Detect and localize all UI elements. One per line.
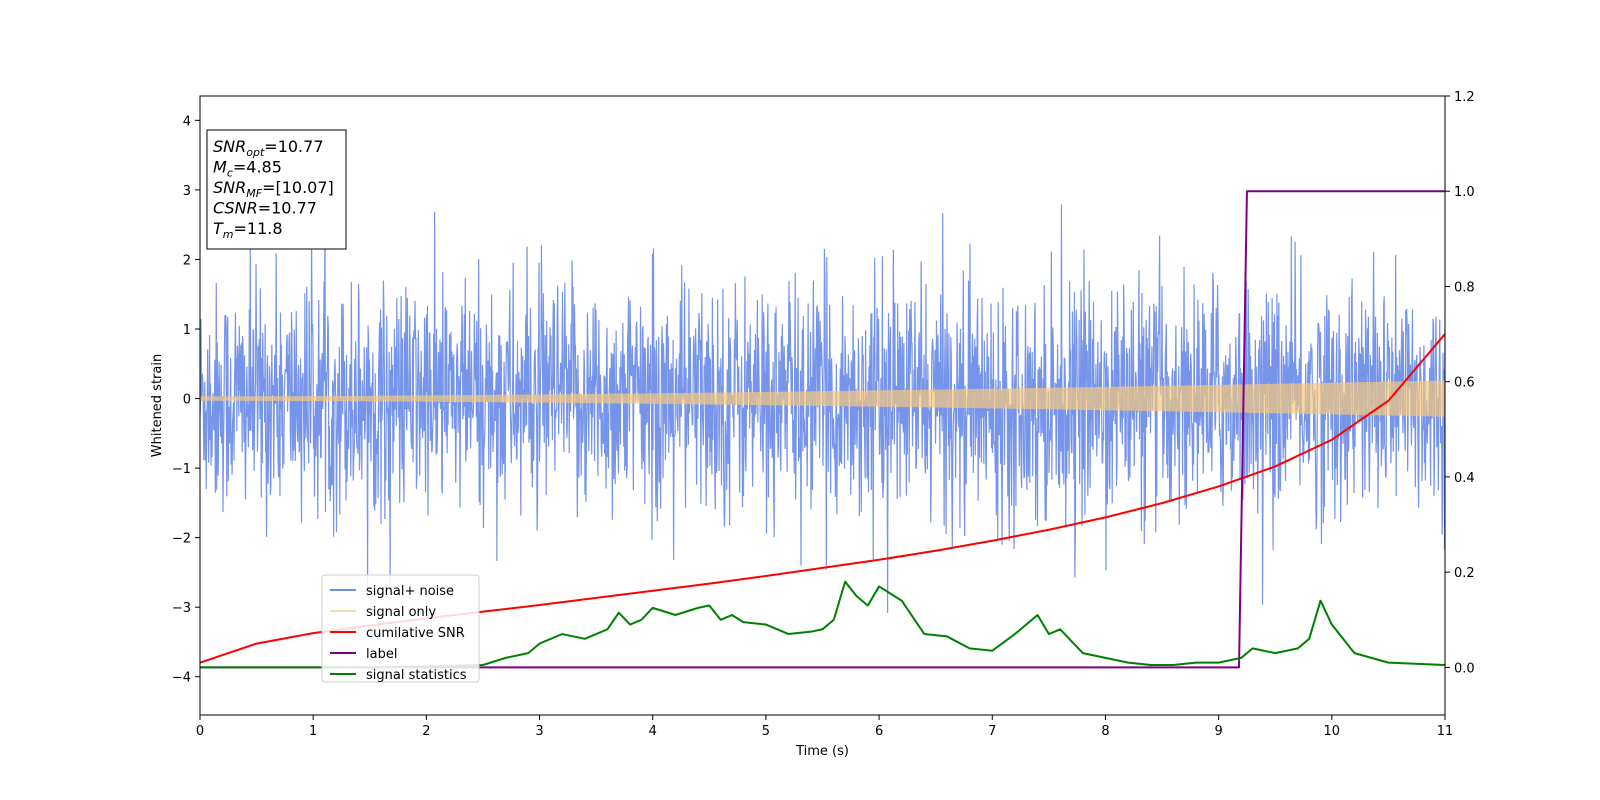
- legend-label: label: [366, 647, 397, 662]
- x-axis: 0 1 2 3 4 5 6 7 8 9 10 11: [196, 715, 1453, 739]
- y-axis-label: Whitened strain: [150, 354, 165, 457]
- series-label-line: [200, 190, 1445, 669]
- info-line: SNRMF=[10.07]: [213, 178, 334, 200]
- left-y-tick-label: 4: [183, 114, 191, 129]
- x-tick-label: 6: [875, 724, 883, 739]
- left-y-tick-label: 0: [183, 393, 191, 408]
- info-line: Mc=4.85: [213, 158, 282, 180]
- info-box-frame: [206, 129, 347, 250]
- right-y-tick-label: 1.0: [1454, 185, 1475, 200]
- x-tick-label: 8: [1101, 724, 1109, 739]
- right-y-tick-label: 0.0: [1454, 661, 1475, 676]
- left-y-axis: −4 −3 −2 −1 0 1 2 3 4: [172, 114, 200, 686]
- x-tick-label: 2: [422, 724, 430, 739]
- series-signal-statistics-line: [200, 580, 1445, 669]
- x-tick-label: 0: [196, 724, 204, 739]
- x-tick-label: 4: [649, 724, 657, 739]
- info-box: SNRopt=10.77Mc=4.85SNRMF=[10.07]CSNR=10.…: [206, 129, 347, 250]
- x-tick-label: 3: [535, 724, 543, 739]
- plot-frame: [199, 95, 1446, 716]
- right-y-axis: 0.0 0.2 0.4 0.6 0.8 1.0 1.2: [1445, 90, 1475, 676]
- x-tick-label: 9: [1214, 724, 1222, 739]
- x-tick-label: 10: [1324, 724, 1341, 739]
- info-line: CSNR=10.77: [213, 199, 317, 218]
- x-tick-label: 1: [309, 724, 317, 739]
- left-y-tick-label: −2: [172, 532, 191, 547]
- legend-label: signal statistics: [366, 668, 467, 683]
- left-y-tick-label: 2: [183, 253, 191, 268]
- right-y-tick-label: 0.4: [1454, 471, 1475, 486]
- x-axis-label: Time (s): [795, 744, 849, 759]
- legend-label: cumilative SNR: [366, 626, 465, 641]
- left-y-tick-label: −3: [172, 601, 191, 616]
- left-y-tick-label: −1: [172, 462, 191, 477]
- legend-label: signal only: [366, 605, 436, 620]
- left-y-tick-label: 1: [183, 323, 191, 338]
- left-y-tick-label: 3: [183, 184, 191, 199]
- right-y-tick-label: 1.2: [1454, 90, 1475, 105]
- right-y-tick-label: 0.8: [1454, 280, 1475, 295]
- series-signal-only-line: [200, 380, 1445, 417]
- x-tick-label: 5: [762, 724, 770, 739]
- legend: signal+ noise signal only cumilative SNR la…: [321, 574, 480, 683]
- left-y-tick-label: −4: [172, 671, 191, 686]
- x-tick-label: 7: [988, 724, 996, 739]
- info-line: SNRopt=10.77: [213, 137, 324, 159]
- legend-frame: [321, 574, 480, 683]
- legend-label: signal+ noise: [366, 584, 454, 599]
- right-y-tick-label: 0.6: [1454, 376, 1475, 391]
- right-y-tick-label: 0.2: [1454, 566, 1475, 581]
- info-line: Tm=11.8: [213, 219, 283, 241]
- x-tick-label: 11: [1437, 724, 1454, 739]
